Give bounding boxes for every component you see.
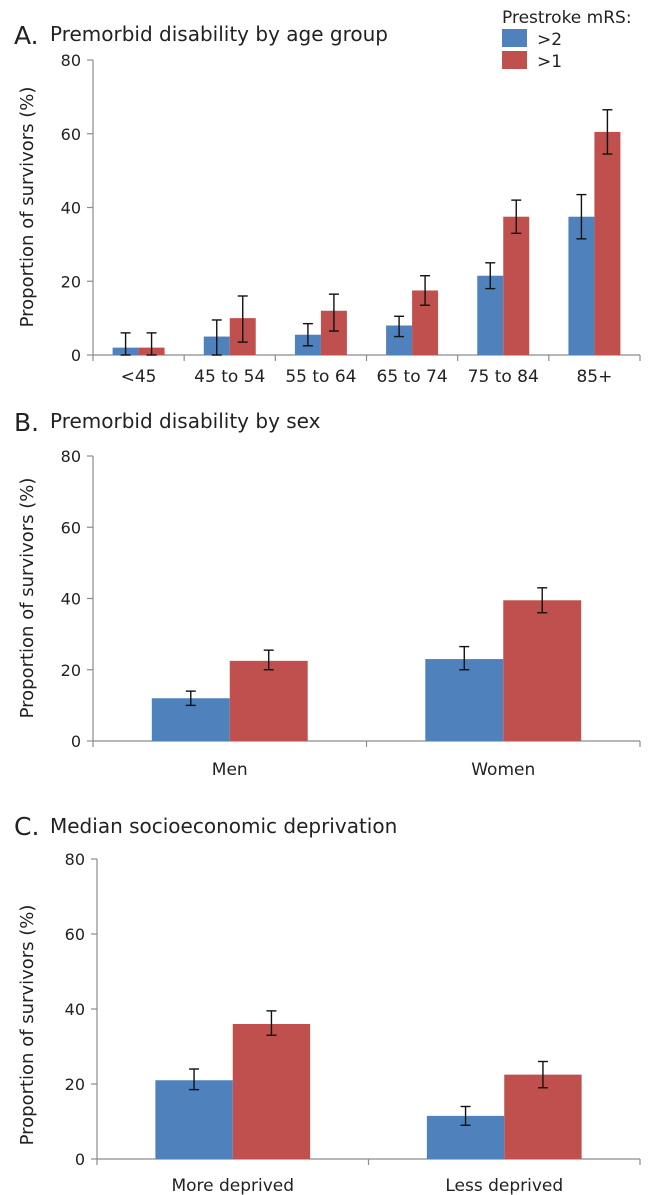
panel-a-bar-mrs-gt1 <box>503 216 530 355</box>
panel-c-y-tick-label: 60 <box>65 925 85 944</box>
panel-c-plot: 0 20 40 60 80 More deprived Less deprived <box>65 850 641 1195</box>
panel-a-plot: 0 20 40 60 80 <45 45 to 54 55 to 64 65 to 74 75 t… <box>61 51 641 387</box>
panel-a-y-tick-label: 0 <box>71 346 81 365</box>
legend-swatch-1 <box>502 51 527 69</box>
panel-b-bar-mrs-gt2 <box>425 659 504 741</box>
panel-a-x-tick-label: 55 to 64 <box>285 367 356 387</box>
panel-b-y-tick-label: 20 <box>61 661 81 680</box>
panel-c-bar-mrs-gt1 <box>232 1024 311 1159</box>
panel-c-y-tick-label: 0 <box>75 1150 85 1169</box>
panel-b-x-tick-label: Women <box>471 760 535 780</box>
legend-label-1: >1 <box>537 52 562 72</box>
panel-b-y-tick-label: 40 <box>61 590 81 609</box>
panel-c-bar-mrs-gt2 <box>155 1080 233 1159</box>
legend: Prestroke mRS: >2 >1 <box>502 8 632 72</box>
panel-a-y-tick-label: 20 <box>61 272 81 291</box>
panel-c-y-tick-label: 80 <box>65 850 85 869</box>
panel-c-x-tick-label: More deprived <box>171 1176 294 1195</box>
panel-c-title: Median socioeconomic deprivation <box>50 814 397 838</box>
panel-a-x-tick-label: 45 to 54 <box>194 367 265 387</box>
panel-c-bar-mrs-gt1 <box>504 1074 582 1159</box>
panel-b-bar-mrs-gt1 <box>503 600 582 741</box>
panel-a-x-tick-label: 85+ <box>576 367 612 387</box>
panel-c-y-tick-label: 20 <box>65 1075 85 1094</box>
panel-c-y-axis-label: Proportion of survivors (%) <box>17 905 38 1146</box>
panel-a-y-tick-label: 60 <box>61 125 81 144</box>
panel-a-title: Premorbid disability by age group <box>50 22 388 46</box>
panel-a-y-tick-label: 40 <box>61 199 81 218</box>
panel-b-letter: B. <box>14 408 39 437</box>
panel-b-y-tick-label: 0 <box>71 732 81 751</box>
panel-a-bar-mrs-gt1 <box>594 131 621 355</box>
panel-b-y-axis-label: Proportion of survivors (%) <box>17 478 38 719</box>
panel-b-title: Premorbid disability by sex <box>50 409 321 433</box>
panel-b-x-tick-label: Men <box>212 760 248 780</box>
panel-c-letter: C. <box>14 812 39 841</box>
panel-a-x-tick-label: <45 <box>121 367 157 387</box>
panel-b-plot: 0 20 40 60 80 Men Women <box>61 447 641 780</box>
panel-c-y-tick-label: 40 <box>65 1000 85 1019</box>
panel-a: A. Premorbid disability by age group Pro… <box>14 21 641 387</box>
panel-b-y-tick-label: 60 <box>61 518 81 537</box>
panel-b-y-tick-label: 80 <box>61 447 81 466</box>
legend-title: Prestroke mRS: <box>502 8 632 28</box>
legend-label-0: >2 <box>537 30 562 50</box>
panel-a-x-tick-label: 65 to 74 <box>377 367 448 387</box>
panel-b: B. Premorbid disability by sex Proportio… <box>14 408 641 780</box>
panel-c: C. Median socioeconomic deprivation Prop… <box>14 812 641 1195</box>
panel-a-y-axis-label: Proportion of survivors (%) <box>17 87 38 328</box>
panel-a-x-tick-label: 75 to 84 <box>468 367 539 387</box>
panel-a-y-tick-label: 80 <box>61 51 81 70</box>
panel-a-bar-mrs-gt2 <box>568 216 595 355</box>
panel-b-bar-mrs-gt1 <box>229 660 308 741</box>
panel-c-x-tick-label: Less deprived <box>445 1176 563 1195</box>
panel-a-letter: A. <box>14 21 39 50</box>
legend-swatch-0 <box>502 29 527 47</box>
